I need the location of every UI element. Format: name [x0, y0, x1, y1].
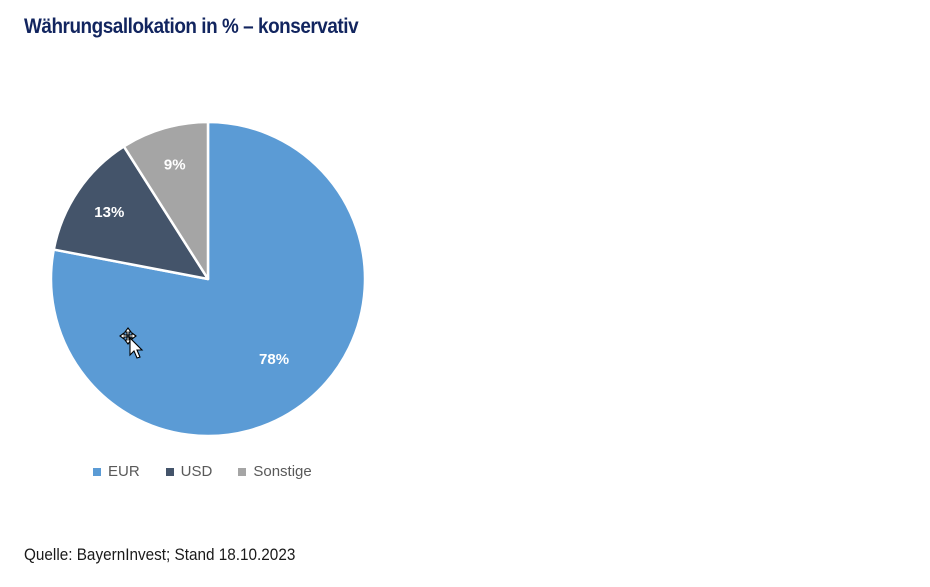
move-cursor-icon: [119, 327, 144, 359]
legend-label: Sonstige: [253, 463, 312, 480]
data-label-sonstige: 9%: [164, 156, 186, 173]
legend-item-eur: EUR: [93, 463, 140, 480]
pie-slice-sonstige: [122, 120, 210, 281]
legend-item-sonstige: Sonstige: [238, 463, 312, 480]
legend-item-usd: USD: [165, 463, 213, 480]
legend-label: EUR: [108, 463, 140, 480]
pie-data-labels: 78% 13% 9%: [94, 156, 289, 367]
legend-swatch: [165, 467, 174, 476]
source-note: Quelle: BayernInvest; Stand 18.10.2023: [24, 545, 296, 564]
pie-slices: [49, 120, 367, 438]
chart-legend: EUR USD Sonstige: [93, 463, 312, 480]
data-label-eur: 78%: [259, 351, 289, 368]
data-label-usd: 13%: [94, 204, 124, 221]
legend-swatch: [238, 467, 247, 476]
pie-slice-usd: [52, 145, 210, 281]
chart-title: Währungsallokation in % – konservativ: [24, 15, 359, 38]
legend-swatch: [93, 467, 101, 476]
legend-label: USD: [180, 463, 213, 480]
pie-slice-eur: [49, 120, 367, 438]
